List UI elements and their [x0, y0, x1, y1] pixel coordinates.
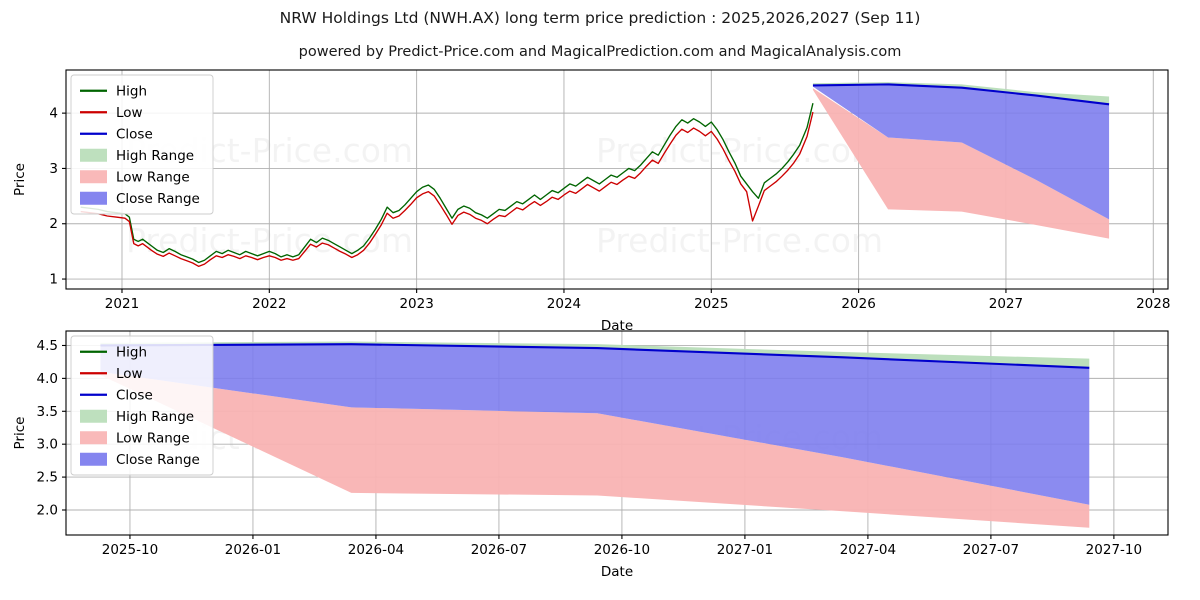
x-tick-label: 2026-01	[225, 542, 281, 558]
x-axis-label: Date	[601, 564, 633, 580]
legend-swatch-patch	[80, 409, 107, 423]
x-tick-label: 2027-01	[717, 542, 773, 558]
close-forecast-line	[812, 83, 1110, 106]
y-tick-label: 2	[49, 216, 58, 232]
close-range-band	[100, 344, 1090, 505]
axis-frame	[65, 330, 1169, 536]
watermark: Predict-Price.com	[596, 221, 883, 260]
page-title: NRW Holdings Ltd (NWH.AX) long term pric…	[279, 9, 921, 27]
y-tick-label: 2.5	[37, 470, 58, 486]
x-tick-label: 2026-10	[594, 542, 650, 558]
y-tick-label: 4	[49, 106, 58, 122]
panel-overview: Predict-Price.comPredict-Price.comPredic…	[12, 69, 1170, 334]
legend-label: Low	[116, 105, 143, 121]
y-tick-label: 3.0	[37, 437, 58, 453]
watermark: Predict-Price.com	[596, 131, 883, 170]
panel-forecast-detail: Predict-Price.comPredict-Price.com2025-1…	[12, 330, 1169, 580]
x-tick-label: 2023	[399, 296, 433, 312]
y-tick-label: 3	[49, 161, 58, 177]
x-tick-label: 2026	[841, 296, 875, 312]
x-tick-label: 2025	[694, 296, 728, 312]
legend-swatch-patch	[80, 170, 107, 184]
legend-swatch-patch	[80, 191, 107, 205]
legend-label: Low	[116, 366, 143, 382]
legend-forecast-detail: High Low Close High Range Low Range Close Ran…	[70, 335, 214, 476]
x-tick-label: 2027-07	[963, 542, 1019, 558]
legend-swatch-patch	[80, 431, 107, 445]
x-axis-label: Date	[601, 318, 633, 334]
x-tick-label: 2025-10	[102, 542, 158, 558]
legend-label: High Range	[116, 409, 194, 425]
close-range-band	[812, 84, 1110, 220]
axis-frame	[65, 69, 1169, 290]
series-line-high	[80, 103, 814, 264]
y-tick-label: 4.0	[37, 371, 58, 387]
legend-label: Close Range	[116, 452, 200, 468]
x-tick-label: 2027	[989, 296, 1023, 312]
legend-label: High	[116, 84, 147, 100]
y-axis-label: Price	[12, 417, 28, 450]
y-axis-label: Price	[12, 163, 28, 196]
legend-label: Close	[116, 388, 153, 404]
x-tick-label: 2027-10	[1086, 542, 1142, 558]
x-tick-label: 2026-04	[348, 542, 404, 558]
close-forecast-line	[100, 343, 1090, 369]
legend-label: High	[116, 345, 147, 361]
legend-label: Low Range	[116, 431, 190, 447]
x-tick-label: 2028	[1136, 296, 1170, 312]
legend-label: Close	[116, 127, 153, 143]
page-subtitle: powered by Predict-Price.com and Magical…	[298, 44, 902, 60]
legend-swatch-patch	[80, 148, 107, 162]
y-tick-label: 4.5	[37, 338, 58, 354]
series-line-low	[80, 111, 814, 268]
y-tick-label: 2.0	[37, 502, 58, 518]
legend-label: Close Range	[116, 191, 200, 207]
x-tick-label: 2026-07	[471, 542, 527, 558]
x-tick-label: 2024	[547, 296, 581, 312]
x-tick-label: 2022	[252, 296, 286, 312]
x-tick-label: 2027-04	[840, 542, 896, 558]
y-tick-label: 1	[49, 272, 58, 288]
legend-label: Low Range	[116, 170, 190, 186]
low-range-band	[100, 371, 1090, 528]
legend-label: High Range	[116, 148, 194, 164]
x-tick-label: 2021	[105, 296, 139, 312]
legend-overview: High Low Close High Range Low Range Close Ran…	[70, 74, 214, 215]
low-range-band	[812, 88, 1110, 239]
legend-swatch-patch	[80, 452, 107, 466]
y-tick-label: 3.5	[37, 404, 58, 420]
